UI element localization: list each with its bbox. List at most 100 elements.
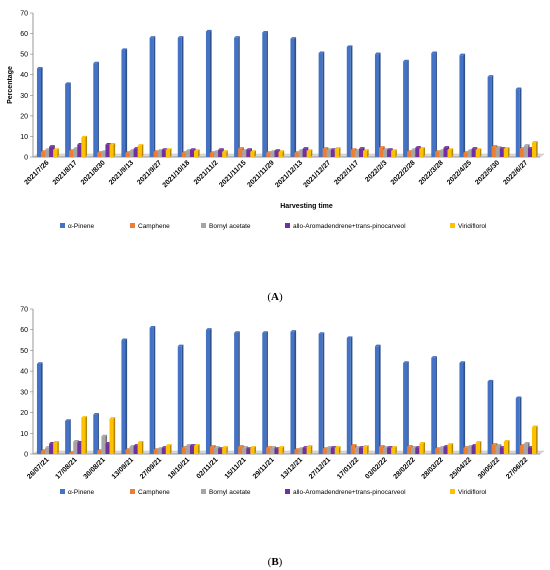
- bar: [318, 51, 325, 158]
- bar-front: [350, 445, 355, 454]
- bar: [109, 143, 116, 157]
- bar-front: [407, 151, 412, 157]
- bar-front: [266, 152, 271, 157]
- bar-front: [306, 446, 311, 454]
- bar-side: [536, 141, 538, 157]
- bar-side: [435, 356, 437, 454]
- bar-top: [266, 446, 272, 448]
- x-tick-label: 2022/5/30: [474, 159, 501, 186]
- bar-front: [532, 427, 537, 454]
- bar-top: [318, 332, 325, 334]
- bar-front: [157, 150, 162, 157]
- bar-front: [290, 331, 295, 454]
- x-tick-label: 13/09/21: [111, 456, 135, 480]
- bar-front: [495, 147, 500, 157]
- legend-item: α-Pinene: [60, 223, 95, 230]
- bar-front: [532, 142, 537, 157]
- bar-side: [85, 416, 87, 454]
- x-tick-label: 2022/1/17: [333, 159, 360, 186]
- chart-panel-a: 0 10 20 30 40 50 60 70 2021/7/26 2021/8/17 2021/8/…: [7, 11, 545, 303]
- bar-side: [40, 66, 43, 157]
- bar-front: [475, 442, 480, 454]
- bar-front: [246, 149, 251, 157]
- y-tick-label: 70: [20, 11, 28, 18]
- bar-top: [149, 326, 156, 328]
- x-tick-label: 2022/2/28: [390, 159, 417, 186]
- bar: [487, 75, 494, 157]
- bar-front: [153, 449, 158, 454]
- bar-side: [491, 75, 494, 157]
- bar: [391, 446, 397, 454]
- bar-side: [507, 147, 510, 157]
- legend-label: α-Pinene: [68, 489, 95, 496]
- bar-top: [334, 147, 341, 149]
- bar: [234, 36, 240, 158]
- bar-top: [515, 396, 522, 399]
- bar-top: [149, 36, 156, 38]
- bar-top: [194, 149, 200, 151]
- bar-front: [209, 152, 215, 157]
- bar-side: [113, 417, 116, 454]
- bar-top: [81, 416, 87, 418]
- bar-front: [439, 150, 444, 157]
- bar-front: [53, 149, 58, 157]
- bar-side: [407, 361, 409, 454]
- panel-label-letter: A: [271, 291, 279, 303]
- bar-top: [65, 419, 71, 421]
- bar-front: [326, 447, 331, 454]
- bar-front: [330, 149, 335, 157]
- bar: [403, 361, 409, 454]
- bar-front: [165, 149, 170, 157]
- bar-top: [475, 441, 482, 443]
- bar: [391, 149, 397, 157]
- bar: [36, 362, 43, 454]
- bar-top: [447, 443, 454, 445]
- bar-top: [65, 82, 71, 84]
- bar: [250, 446, 256, 454]
- legend-item: Bornyl acetate: [201, 489, 251, 496]
- bar-front: [36, 363, 41, 454]
- bar-front: [330, 447, 335, 454]
- bar-front: [403, 61, 408, 157]
- bar-front: [374, 346, 379, 454]
- bar-top: [189, 444, 196, 446]
- bar-side: [226, 446, 228, 454]
- bar-side: [266, 331, 268, 454]
- bar-front: [358, 447, 364, 454]
- bar-side: [85, 135, 87, 157]
- bar-top: [137, 144, 144, 146]
- legend-label: allo-Aromadendrene+trans-pinocarveol: [293, 223, 406, 230]
- bar-front: [121, 340, 126, 454]
- bar-front: [177, 346, 182, 454]
- bar: [403, 59, 409, 157]
- bar-side: [423, 147, 425, 157]
- bar-top: [278, 150, 285, 152]
- bar: [177, 36, 184, 158]
- legend-label: Camphene: [138, 489, 170, 496]
- bar-front: [354, 447, 359, 454]
- bar-side: [57, 441, 59, 454]
- legend-item: Viridiflorol: [450, 223, 487, 230]
- bar-top: [165, 148, 172, 150]
- bar: [222, 150, 228, 157]
- bar-side: [238, 36, 240, 158]
- bar-top: [121, 338, 128, 341]
- bar-side: [519, 396, 522, 454]
- bar-top: [290, 330, 297, 332]
- bar-front: [157, 448, 162, 454]
- bar-top: [93, 61, 99, 64]
- bar-front: [378, 147, 384, 157]
- bar-front: [177, 37, 182, 157]
- bar-front: [189, 149, 195, 157]
- bar-front: [519, 445, 524, 454]
- bar-top: [363, 445, 369, 447]
- legend-swatch: [130, 223, 135, 228]
- bar: [363, 149, 369, 157]
- bar-front: [387, 447, 392, 454]
- x-tick-label: 2021/11/2: [193, 159, 220, 186]
- bar-front: [109, 418, 114, 454]
- bar-side: [367, 149, 369, 157]
- bar: [121, 48, 128, 157]
- bar-top: [165, 444, 172, 446]
- bar-top: [238, 147, 244, 149]
